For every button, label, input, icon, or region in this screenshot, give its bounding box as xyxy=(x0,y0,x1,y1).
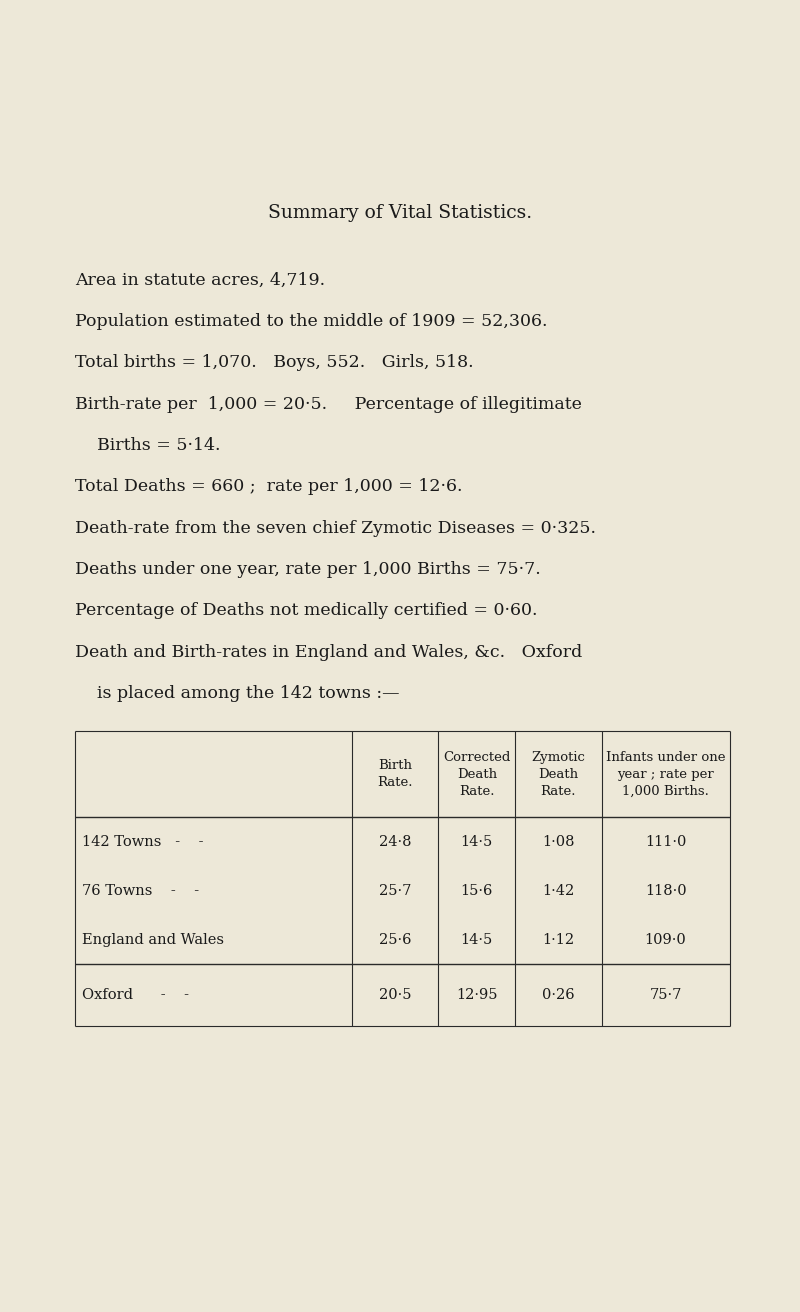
Text: 14·5: 14·5 xyxy=(461,933,493,947)
Text: 14·5: 14·5 xyxy=(461,834,493,849)
Text: 142 Towns   -    -: 142 Towns - - xyxy=(82,834,203,849)
Text: 25·7: 25·7 xyxy=(379,884,411,897)
Text: Summary of Vital Statistics.: Summary of Vital Statistics. xyxy=(268,203,532,222)
Text: 1·08: 1·08 xyxy=(542,834,574,849)
Text: Death and Birth-rates in England and Wales, &c.   Oxford: Death and Birth-rates in England and Wal… xyxy=(75,643,582,660)
Text: Total Deaths = 660 ;  rate per 1,000 = 12·6.: Total Deaths = 660 ; rate per 1,000 = 12… xyxy=(75,478,462,495)
Text: Birth
Rate.: Birth Rate. xyxy=(378,760,413,789)
Text: 109·0: 109·0 xyxy=(645,933,686,947)
Text: 24·8: 24·8 xyxy=(379,834,411,849)
Text: Birth-rate per  1,000 = 20·5.     Percentage of illegitimate: Birth-rate per 1,000 = 20·5. Percentage … xyxy=(75,396,582,412)
Text: 15·6: 15·6 xyxy=(461,884,493,897)
Text: 12·95: 12·95 xyxy=(456,988,498,1002)
Text: 25·6: 25·6 xyxy=(379,933,411,947)
Text: 118·0: 118·0 xyxy=(645,884,686,897)
Text: Area in statute acres, 4,719.: Area in statute acres, 4,719. xyxy=(75,272,326,289)
Text: Death-rate from the seven chief Zymotic Diseases = 0·325.: Death-rate from the seven chief Zymotic … xyxy=(75,520,596,537)
Text: 1·12: 1·12 xyxy=(542,933,574,947)
Text: Corrected
Death
Rate.: Corrected Death Rate. xyxy=(443,750,510,798)
Text: 111·0: 111·0 xyxy=(645,834,686,849)
Text: 0·26: 0·26 xyxy=(542,988,574,1002)
Text: Percentage of Deaths not medically certified = 0·60.: Percentage of Deaths not medically certi… xyxy=(75,602,538,619)
Text: Births = 5·14.: Births = 5·14. xyxy=(75,437,221,454)
Text: 76 Towns    -    -: 76 Towns - - xyxy=(82,884,198,897)
Text: 75·7: 75·7 xyxy=(650,988,682,1002)
Text: Population estimated to the middle of 1909 = 52,306.: Population estimated to the middle of 19… xyxy=(75,312,548,329)
Text: is placed among the 142 towns :—: is placed among the 142 towns :— xyxy=(75,685,400,702)
Text: Infants under one
year ; rate per
1,000 Births.: Infants under one year ; rate per 1,000 … xyxy=(606,750,726,798)
Text: Total births = 1,070.   Boys, 552.   Girls, 518.: Total births = 1,070. Boys, 552. Girls, … xyxy=(75,354,474,371)
Text: 20·5: 20·5 xyxy=(379,988,411,1002)
Text: 1·42: 1·42 xyxy=(542,884,574,897)
Text: Deaths under one year, rate per 1,000 Births = 75·7.: Deaths under one year, rate per 1,000 Bi… xyxy=(75,562,541,577)
Text: Oxford      -    -: Oxford - - xyxy=(82,988,189,1002)
Text: England and Wales: England and Wales xyxy=(82,933,224,947)
Text: Zymotic
Death
Rate.: Zymotic Death Rate. xyxy=(531,750,586,798)
